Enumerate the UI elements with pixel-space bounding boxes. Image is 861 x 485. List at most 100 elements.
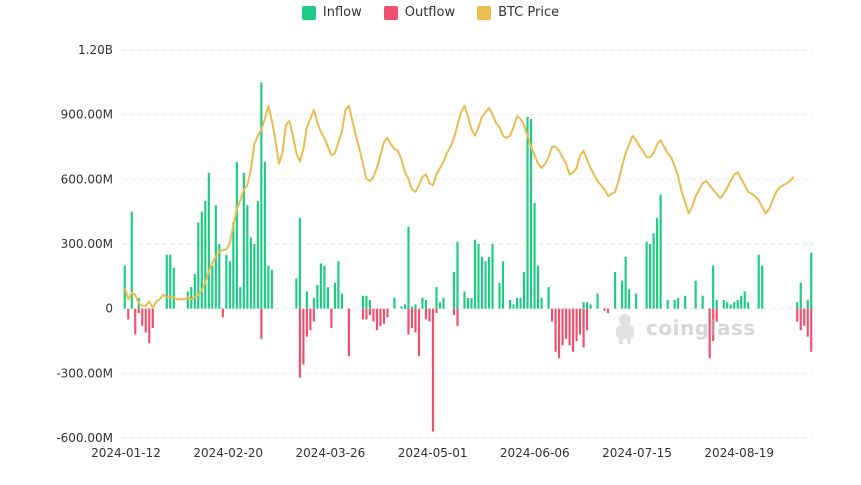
bar-inflow <box>249 237 252 309</box>
legend-label-outflow: Outflow <box>404 5 456 20</box>
bar-inflow <box>677 297 680 309</box>
bar-outflow <box>347 308 350 357</box>
bar-outflow <box>375 308 379 331</box>
bar-outflow <box>571 308 575 352</box>
bar-outflow <box>148 308 151 344</box>
bar-inflow <box>761 265 764 309</box>
legend-swatch-inflow <box>301 5 316 20</box>
x-tick-label: 2024-03-26 <box>296 446 366 460</box>
bar-inflow <box>526 116 529 309</box>
bar-inflow <box>267 265 270 309</box>
bar-inflow <box>207 172 210 309</box>
bar-inflow <box>235 162 238 309</box>
bar-inflow <box>319 263 322 309</box>
bar-inflow <box>368 300 372 309</box>
legend-item-btc-price[interactable]: BTC Price <box>477 5 559 20</box>
bar-outflow <box>151 308 154 329</box>
bar-inflow <box>757 254 760 309</box>
bar-outflow <box>428 308 431 322</box>
bar-inflow <box>512 304 515 309</box>
bar-inflow <box>200 211 203 309</box>
bar-inflow <box>533 203 536 309</box>
chart-legend: Inflow Outflow BTC Price <box>0 5 861 20</box>
y-tick-label: 0 <box>105 302 113 316</box>
bar-inflow <box>722 300 725 309</box>
bar-inflow <box>729 304 732 309</box>
bar-inflow <box>540 297 543 309</box>
bar-outflow <box>431 308 435 432</box>
bar-outflow <box>586 308 589 331</box>
bar-inflow <box>326 287 329 309</box>
legend-item-outflow[interactable]: Outflow <box>383 5 456 20</box>
bar-outflow <box>456 308 459 326</box>
bar-inflow <box>614 272 617 309</box>
x-tick-label: 2024-02-20 <box>193 446 263 460</box>
bar-outflow <box>568 308 571 346</box>
bar-inflow <box>246 205 249 309</box>
bar-inflow <box>529 118 533 309</box>
bar-outflow <box>407 308 410 335</box>
bar-inflow <box>582 302 585 309</box>
bar-inflow <box>621 280 624 309</box>
bar-outflow <box>803 308 806 326</box>
line-layer <box>123 104 795 309</box>
bar-inflow <box>337 261 340 309</box>
bar-outflow <box>221 308 224 318</box>
bar-outflow <box>330 308 333 329</box>
bar-inflow <box>172 267 175 309</box>
bar-outflow <box>302 308 305 365</box>
bar-inflow <box>796 302 799 309</box>
bar-inflow <box>298 218 301 309</box>
bar-outflow <box>379 308 382 326</box>
bar-inflow <box>743 291 746 309</box>
bar-outflow <box>312 308 315 322</box>
bar-inflow <box>799 282 802 309</box>
bar-inflow <box>407 226 410 309</box>
bar-inflow <box>736 300 739 309</box>
bar-outflow <box>557 308 561 359</box>
bar-inflow <box>701 295 704 309</box>
bar-inflow <box>487 256 491 309</box>
bar-inflow <box>323 265 326 309</box>
x-tick-label: 2024-01-12 <box>91 446 161 460</box>
bar-inflow <box>190 287 193 309</box>
legend-label-inflow: Inflow <box>322 5 362 20</box>
legend-item-inflow[interactable]: Inflow <box>301 5 362 20</box>
bar-inflow <box>340 293 343 309</box>
bar-outflow <box>127 308 130 320</box>
bar-inflow <box>715 300 718 309</box>
bar-outflow <box>137 308 140 313</box>
bar-inflow <box>197 222 200 309</box>
bar-outflow <box>561 308 564 346</box>
bar-outflow <box>796 308 799 322</box>
bar-inflow <box>438 302 442 309</box>
bar-inflow <box>547 287 550 309</box>
bar-inflow <box>806 300 809 309</box>
bar-inflow <box>536 265 540 309</box>
bar-inflow <box>596 293 599 309</box>
bar-inflow <box>225 254 228 309</box>
bar-outflow <box>603 308 606 311</box>
y-tick-label: -600.00M <box>56 431 113 445</box>
bar-inflow <box>628 289 631 309</box>
bar-outflow <box>134 308 137 335</box>
bar-inflow <box>130 211 133 309</box>
bar-outflow <box>414 308 417 333</box>
bar-inflow <box>123 265 126 309</box>
coinglass-logo-icon <box>616 314 634 344</box>
bar-inflow <box>424 300 428 309</box>
bar-inflow <box>312 297 315 309</box>
bar-outflow <box>810 308 813 352</box>
bar-inflow <box>652 233 655 309</box>
bar-inflow <box>522 272 526 309</box>
y-tick-label: 1.20B <box>78 43 113 57</box>
bar-outflow <box>582 308 585 348</box>
bar-outflow <box>417 308 421 357</box>
grid-layer <box>123 49 813 439</box>
bar-outflow <box>372 308 375 322</box>
bar-inflow <box>442 297 445 309</box>
bar-outflow <box>305 308 308 337</box>
bar-outflow <box>424 308 428 320</box>
bar-outflow <box>550 308 554 322</box>
